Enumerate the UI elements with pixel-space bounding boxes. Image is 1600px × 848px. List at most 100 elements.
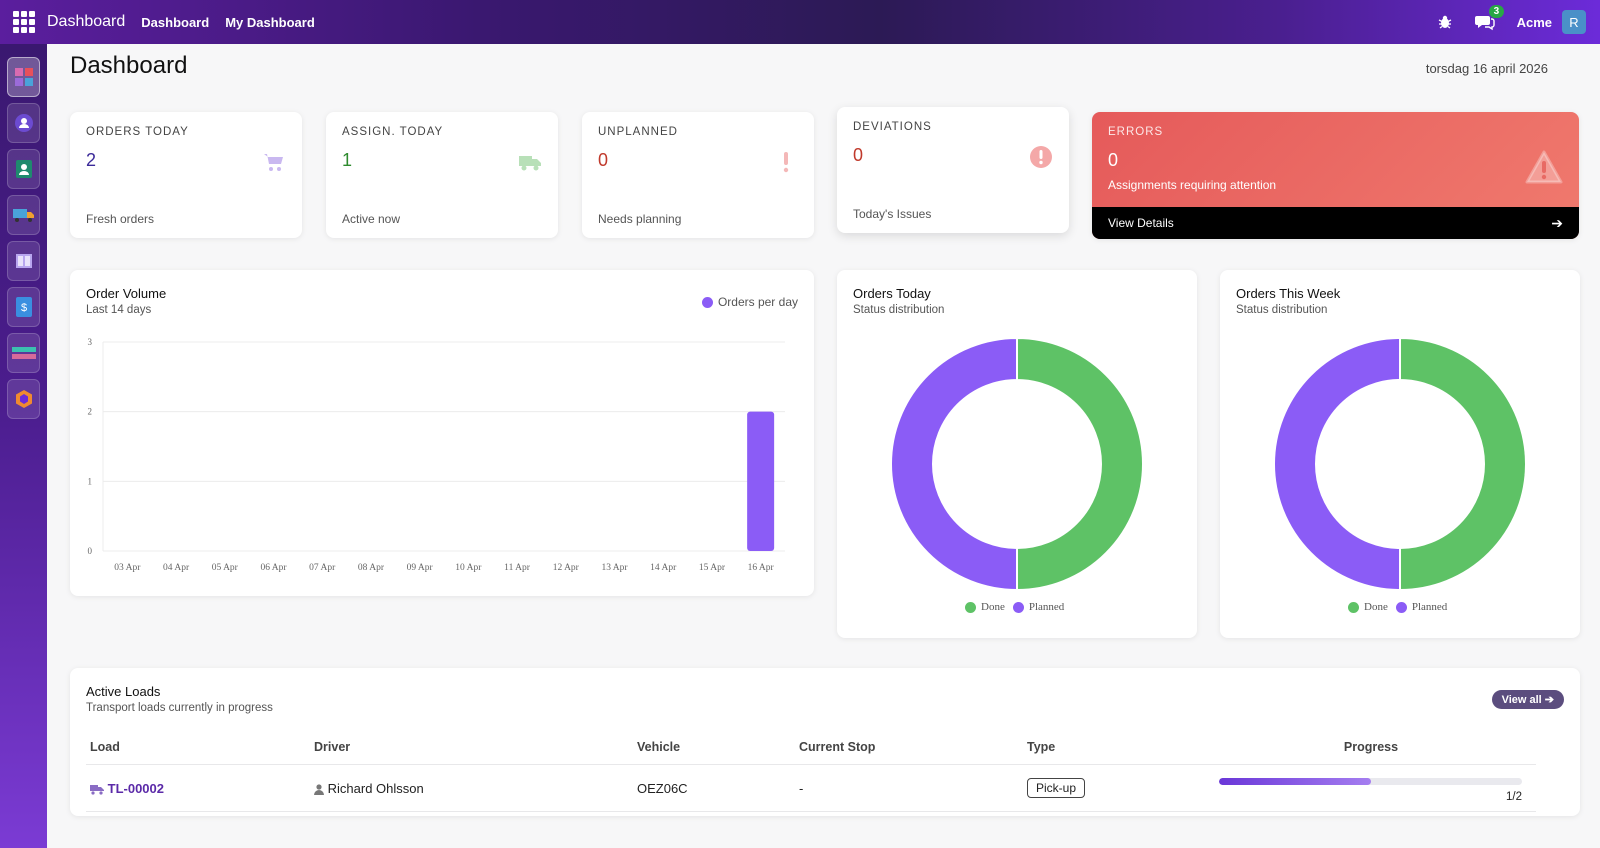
chart-subtitle: Status distribution <box>1236 304 1328 316</box>
order-volume-card: Order Volume Last 14 days Orders per day… <box>70 270 814 596</box>
bug-icon[interactable] <box>1437 14 1453 30</box>
fleet-app-icon[interactable] <box>7 195 40 235</box>
orders-week-card: Orders This Week Status distribution Don… <box>1220 270 1580 638</box>
accounting-app-icon[interactable] <box>7 333 40 373</box>
sign-tile-icon: $ <box>15 297 32 317</box>
arrow-right-icon: ➔ <box>1551 214 1563 231</box>
legend-label-done: Done <box>1364 601 1388 613</box>
active-loads-table: Load Driver Vehicle Current Stop Type Pr… <box>86 734 1536 812</box>
dashboard-app-icon[interactable] <box>7 57 40 97</box>
kpi-value: 2 <box>86 150 97 170</box>
table-row[interactable]: TL-00002 Richard Ohlsson OEZ06C - Pick-u… <box>86 764 1536 812</box>
truck-icon <box>90 784 104 795</box>
x-tick-label: 06 Apr <box>260 563 287 573</box>
section-subtitle: Transport loads currently in progress <box>86 702 273 714</box>
donut-slice-planned[interactable] <box>890 336 1018 592</box>
user-icon <box>314 783 324 795</box>
col-type: Type <box>1027 740 1056 754</box>
accounting-tile-icon <box>11 347 36 359</box>
kpi-label: ORDERS TODAY <box>86 126 189 138</box>
col-load: Load <box>90 740 120 754</box>
chat-count-badge: 3 <box>1488 5 1505 18</box>
x-tick-label: 16 Apr <box>748 563 775 573</box>
kpi-card-unplanned[interactable]: UNPLANNED 0 Needs planning <box>582 112 814 238</box>
donut-slice-done[interactable] <box>1399 336 1527 592</box>
kpi-subtext: Active now <box>342 212 401 226</box>
legend-dot <box>701 296 713 308</box>
menu-dashboard[interactable]: Dashboard <box>141 14 210 30</box>
y-tick-label: 2 <box>88 407 93 417</box>
donut-slice-planned[interactable] <box>1273 336 1401 592</box>
kpi-card-assign-today[interactable]: ASSIGN. TODAY 1 Active now <box>326 112 558 238</box>
chart-title: Orders This Week <box>1236 286 1341 301</box>
view-all-button[interactable]: View all ➔ <box>1491 690 1564 709</box>
kpi-value: 0 <box>853 145 864 165</box>
kpi-card-orders-today[interactable]: ORDERS TODAY 2 Fresh orders <box>70 112 302 238</box>
driver-cell: Richard Ohlsson <box>310 764 633 812</box>
employees-tile-icon <box>15 160 32 178</box>
company-switcher[interactable]: Acme <box>1516 14 1552 30</box>
donut-legend: Done Planned <box>1348 601 1447 613</box>
kpi-value: 1 <box>342 150 353 170</box>
legend-dot-done <box>965 601 976 613</box>
top-navbar: Dashboard Dashboard My Dashboard 3 Acme … <box>0 0 1600 44</box>
type-badge: Pick-up <box>1027 778 1086 798</box>
kpi-value: 0 <box>1108 150 1119 170</box>
kpi-card-deviations[interactable]: DEVIATIONS 0 Today's Issues <box>837 107 1069 233</box>
truck-tile-icon <box>12 209 34 222</box>
type-cell: Pick-up <box>1023 764 1206 812</box>
legend-dot-done <box>1348 601 1359 613</box>
menu-my-dashboard[interactable]: My Dashboard <box>225 14 315 30</box>
x-tick-label: 05 Apr <box>212 563 239 573</box>
documents-app-icon[interactable] <box>7 241 40 281</box>
contacts-app-icon[interactable] <box>7 103 40 143</box>
y-tick-label: 0 <box>88 546 93 556</box>
orders-week-donut <box>1273 336 1527 592</box>
user-avatar[interactable]: R <box>1562 10 1586 34</box>
view-all-label: View all <box>1501 694 1542 706</box>
progress-cell: 1/2 <box>1206 764 1536 812</box>
app-brand[interactable]: Dashboard <box>47 13 126 30</box>
svg-text:$: $ <box>20 302 26 314</box>
employees-app-icon[interactable] <box>7 149 40 189</box>
page-date: torsdag 16 april 2026 <box>1425 61 1548 76</box>
x-tick-label: 13 Apr <box>601 563 628 573</box>
orders-today-card: Orders Today Status distribution Done Pl… <box>837 270 1197 638</box>
messages-button[interactable]: 3 <box>1474 5 1505 31</box>
x-tick-label: 14 Apr <box>650 563 677 573</box>
kpi-subtext: Fresh orders <box>86 212 155 226</box>
chart-subtitle: Status distribution <box>853 304 945 316</box>
sign-app-icon[interactable]: $ <box>7 287 40 327</box>
donut-slice-done[interactable] <box>1016 336 1144 592</box>
driver-name: Richard Ohlsson <box>327 780 424 796</box>
chart-legend: Orders per day <box>701 295 798 309</box>
legend-dot-planned <box>1395 601 1407 613</box>
studio-app-icon[interactable] <box>7 379 40 419</box>
x-tick-label: 08 Apr <box>358 563 385 573</box>
x-tick-label: 07 Apr <box>309 563 336 573</box>
kpi-label: DEVIATIONS <box>853 121 932 133</box>
donut-legend: Done Planned <box>965 601 1064 613</box>
active-loads-card: Active Loads Transport loads currently i… <box>70 668 1580 816</box>
view-details-link[interactable]: View Details ➔ <box>1092 207 1579 239</box>
col-progress: Progress <box>1343 740 1399 754</box>
x-tick-label: 12 Apr <box>553 563 580 573</box>
order-volume-chart: 0 1 2 3 03 Apr 04 Apr 05 Apr 06 Apr 07 Apr 08 Apr… <box>88 337 785 573</box>
bar[interactable] <box>747 411 775 551</box>
apps-menu-icon[interactable] <box>13 11 35 33</box>
kpi-label: UNPLANNED <box>598 126 678 138</box>
kpi-card-errors[interactable]: ERRORS 0 Assignments requiring attention… <box>1092 112 1579 239</box>
truck-icon <box>519 156 541 171</box>
progress-text: 1/2 <box>1506 791 1522 803</box>
warning-icon <box>1525 150 1563 184</box>
load-link[interactable]: TL-00002 <box>107 780 164 796</box>
x-tick-label: 15 Apr <box>699 563 726 573</box>
legend-label-planned: Planned <box>1411 601 1448 613</box>
load-cell[interactable]: TL-00002 <box>86 764 310 812</box>
x-tick-label: 11 Apr <box>504 563 531 573</box>
kpi-label: ASSIGN. TODAY <box>342 126 444 138</box>
documents-tile-icon <box>15 254 32 268</box>
exclamation-circle-icon <box>1030 146 1052 168</box>
chart-title: Order Volume <box>86 286 167 301</box>
current-stop-cell: - <box>795 764 1023 812</box>
